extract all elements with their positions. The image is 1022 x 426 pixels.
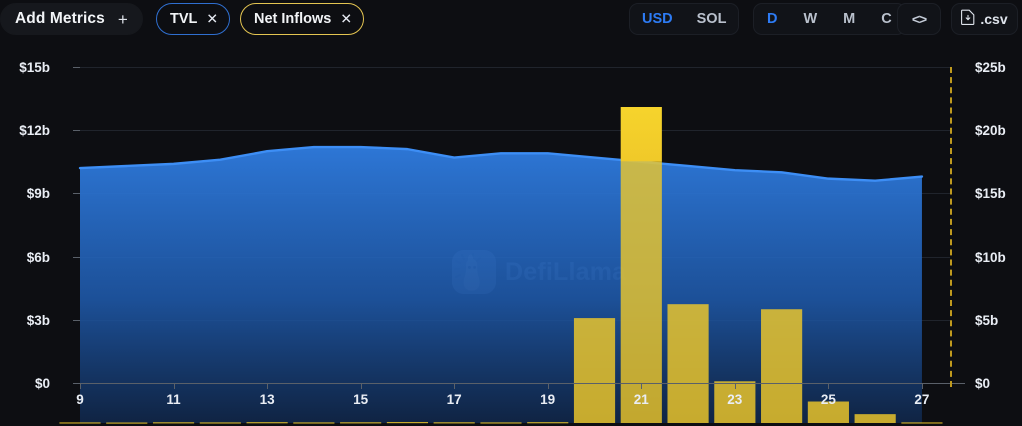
x-axis-label: 21 xyxy=(633,392,649,407)
y-axis-right-label-4: $20b xyxy=(975,123,1006,138)
x-axis-label: 27 xyxy=(914,392,930,407)
close-icon[interactable]: ✕ xyxy=(340,10,353,27)
y-axis-left-label-4: $12b xyxy=(19,123,50,138)
x-axis-label: 23 xyxy=(727,392,743,407)
x-tick xyxy=(921,383,923,389)
x-tick xyxy=(734,383,736,389)
x-axis-label: 17 xyxy=(446,392,462,407)
metric-chip-tvl[interactable]: TVL ✕ xyxy=(156,3,231,35)
add-metrics-label: Add Metrics xyxy=(15,10,105,27)
x-tick xyxy=(360,383,362,389)
chart-toolbar: Add Metrics + TVL ✕ Net Inflows ✕ USD SO… xyxy=(0,0,1022,40)
range-toggle-group: D W M C xyxy=(753,3,906,35)
range-option-w[interactable]: W xyxy=(803,11,818,27)
x-axis-line xyxy=(80,383,965,384)
bar-series-net-inflows xyxy=(59,107,943,424)
code-embed-icon: <> xyxy=(911,11,927,27)
y-axis-left-label-5: $15b xyxy=(19,60,50,75)
close-icon[interactable]: ✕ xyxy=(206,10,219,27)
plus-icon: + xyxy=(117,9,128,29)
y-tick-left-1 xyxy=(73,320,80,321)
range-option-c[interactable]: C xyxy=(881,11,892,27)
currency-option-sol[interactable]: SOL xyxy=(696,11,727,27)
x-axis-label: 11 xyxy=(166,392,181,407)
y-axis-left-label-2: $6b xyxy=(26,250,50,265)
metric-chip-label: TVL xyxy=(170,11,198,27)
range-option-d[interactable]: D xyxy=(767,11,778,27)
x-tick xyxy=(641,383,643,389)
currency-toggle-group: USD SOL xyxy=(629,3,740,35)
x-tick xyxy=(173,383,175,389)
x-tick xyxy=(547,383,549,389)
y-axis-right-label-3: $15b xyxy=(975,186,1006,201)
marker-dashed-line xyxy=(950,67,952,387)
embed-code-button[interactable]: <> xyxy=(897,3,941,35)
x-axis-label: 19 xyxy=(540,392,556,407)
file-download-icon xyxy=(961,9,975,30)
download-csv-button[interactable]: .csv xyxy=(951,3,1018,35)
x-tick xyxy=(828,383,830,389)
y-axis-left-label-1: $3b xyxy=(26,313,50,328)
x-axis-label: 15 xyxy=(353,392,369,407)
chart-plot-area[interactable] xyxy=(0,40,1022,426)
gridline-4 xyxy=(80,130,950,131)
y-axis-right-label-0: $0 xyxy=(975,376,991,391)
chart-canvas[interactable]: $0 $3b $6b $9b $12b $15b $0 $5b $10b $15… xyxy=(0,40,1022,426)
x-tick xyxy=(454,383,456,389)
x-axis-label: 13 xyxy=(259,392,275,407)
metric-chip-net-inflows[interactable]: Net Inflows ✕ xyxy=(240,3,365,35)
y-axis-right-label-1: $5b xyxy=(975,313,999,328)
x-tick xyxy=(267,383,269,389)
metric-chip-label: Net Inflows xyxy=(254,11,332,27)
x-axis-label: 25 xyxy=(820,392,836,407)
y-axis-right-label-5: $25b xyxy=(975,60,1006,75)
range-option-m[interactable]: M xyxy=(843,11,856,27)
y-axis-right-label-2: $10b xyxy=(975,250,1006,265)
y-tick-left-2 xyxy=(73,257,80,258)
y-tick-left-0 xyxy=(73,383,80,384)
currency-option-usd[interactable]: USD xyxy=(642,11,673,27)
y-tick-left-5 xyxy=(73,67,80,68)
y-tick-left-4 xyxy=(73,130,80,131)
y-axis-left-label-0: $0 xyxy=(34,376,50,391)
x-tick xyxy=(80,383,81,389)
y-tick-left-3 xyxy=(73,193,80,194)
download-csv-label: .csv xyxy=(980,11,1008,27)
add-metrics-button[interactable]: Add Metrics + xyxy=(0,3,143,35)
area-series-tvl xyxy=(78,145,924,423)
y-axis-left-label-3: $9b xyxy=(26,186,50,201)
x-axis-label: 9 xyxy=(76,392,84,407)
gridline-5 xyxy=(80,67,950,68)
